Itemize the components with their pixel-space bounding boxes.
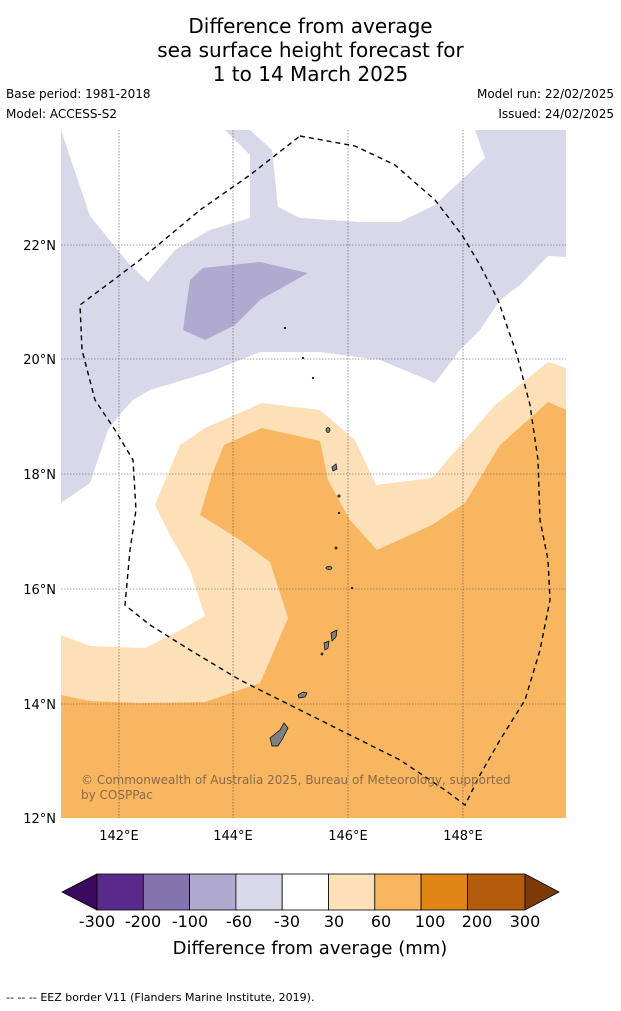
lon-label-148: 148°E bbox=[443, 829, 483, 844]
colorbar-tick-2: -100 bbox=[172, 912, 208, 931]
colorbar-cell-1 bbox=[96, 873, 144, 911]
issued-date: Issued: 24/02/2025 bbox=[498, 107, 614, 121]
colorbar-cell-5 bbox=[281, 873, 329, 911]
colorbar-cell-4 bbox=[235, 873, 283, 911]
title-line-3: 1 to 14 March 2025 bbox=[212, 62, 409, 86]
island-rota bbox=[297, 691, 308, 699]
colorbar-tick-5: 30 bbox=[324, 912, 344, 931]
colorbar-tick-0: -300 bbox=[79, 912, 115, 931]
colorbar-tick-6: 60 bbox=[371, 912, 391, 931]
island-saipan bbox=[330, 629, 338, 642]
eez-border bbox=[79, 135, 551, 807]
island-asuncion bbox=[311, 376, 315, 380]
lat-label-12: 12°N bbox=[23, 812, 56, 827]
colorbar-tick-3: -60 bbox=[226, 912, 252, 931]
colorbar-cell-7 bbox=[374, 873, 422, 911]
eez-legend-text: EEZ border V11 (Flanders Marine Institut… bbox=[40, 991, 315, 1004]
colorbar-cell-10 bbox=[524, 873, 560, 911]
colorbar-tick-1: -200 bbox=[125, 912, 161, 931]
island-tinian bbox=[323, 640, 330, 651]
base-period: Base period: 1981-2018 bbox=[6, 87, 151, 101]
island-agrihan bbox=[325, 427, 331, 433]
copyright-line-2: by COSPPac bbox=[81, 788, 153, 802]
colorbar-cell-3 bbox=[189, 873, 237, 911]
lat-label-14: 14°N bbox=[23, 698, 56, 713]
island-guguan bbox=[337, 511, 341, 515]
lat-label-16: 16°N bbox=[23, 583, 56, 598]
lat-label-18: 18°N bbox=[23, 468, 56, 483]
island-sarigan bbox=[334, 546, 338, 550]
colorbar-tick-7: 100 bbox=[415, 912, 446, 931]
colorbar-cell-2 bbox=[142, 873, 191, 911]
island-guam bbox=[269, 722, 289, 747]
island-pagan bbox=[331, 463, 338, 472]
eez-legend: -- -- -- EEZ border V11 (Flanders Marine… bbox=[6, 991, 314, 1004]
title-line-1: Difference from average bbox=[188, 14, 433, 38]
region-60-to-100 bbox=[61, 402, 566, 818]
colorbar-cell-9 bbox=[466, 873, 526, 911]
colorbar-cell-8 bbox=[420, 873, 468, 911]
axis-labels: 22°N 20°N 18°N 16°N 14°N 12°N 142°E 144°… bbox=[23, 239, 483, 844]
colorbar-tick-4: -30 bbox=[274, 912, 300, 931]
lon-label-144: 144°E bbox=[213, 829, 253, 844]
colorbar bbox=[61, 873, 560, 911]
lat-label-20: 20°N bbox=[23, 353, 56, 368]
island-anatahan bbox=[325, 566, 333, 570]
eez-legend-symbol: -- -- -- bbox=[6, 991, 37, 1004]
copyright-line-1: © Commonwealth of Australia 2025, Bureau… bbox=[81, 773, 511, 787]
map-title: Difference from average sea surface heig… bbox=[0, 14, 621, 86]
lon-label-146: 146°E bbox=[328, 829, 368, 844]
island-farallon bbox=[283, 326, 287, 330]
colorbar-label: Difference from average (mm) bbox=[173, 938, 448, 959]
model-name: Model: ACCESS-S2 bbox=[6, 107, 118, 121]
colorbar-cell-6 bbox=[328, 873, 376, 911]
model-run: Model run: 22/02/2025 bbox=[476, 87, 614, 101]
colorbar-cell-0 bbox=[61, 873, 98, 911]
colorbar-tick-9: 300 bbox=[510, 912, 541, 931]
lon-label-142: 142°E bbox=[99, 829, 139, 844]
lat-label-22: 22°N bbox=[23, 239, 56, 254]
colorbar-ticks: -300 -200 -100 -60 -30 30 60 100 200 300 bbox=[79, 912, 540, 931]
region-minus-30-to-minus-60 bbox=[61, 130, 566, 503]
island-extra bbox=[350, 586, 354, 590]
islands bbox=[269, 326, 354, 747]
region-minus-60-to-minus-100 bbox=[183, 262, 308, 340]
graticule bbox=[61, 130, 566, 818]
island-alamagan bbox=[337, 494, 341, 498]
island-aguijan bbox=[320, 652, 324, 656]
colorbar-tick-8: 200 bbox=[462, 912, 493, 931]
title-line-2: sea surface height forecast for bbox=[157, 38, 464, 62]
island-maug bbox=[301, 356, 305, 360]
